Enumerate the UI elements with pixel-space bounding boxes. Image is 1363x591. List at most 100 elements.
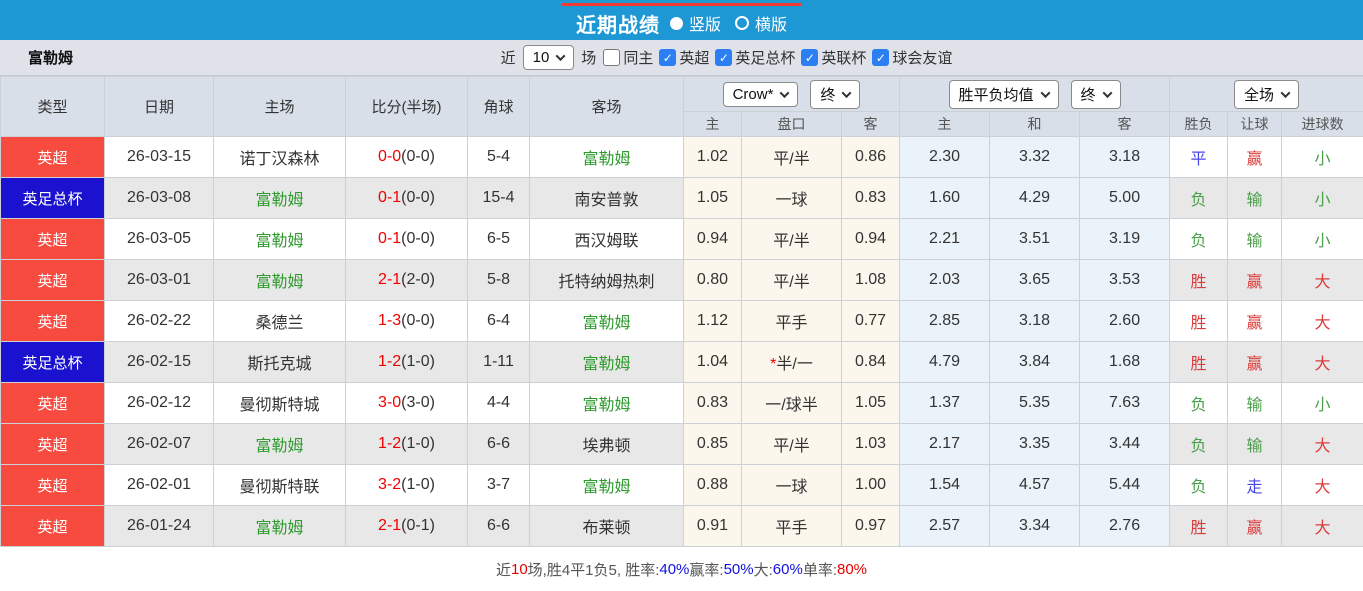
avg-away-cell: 2.60 bbox=[1079, 300, 1171, 342]
chevron-down-icon bbox=[1040, 87, 1050, 98]
filter-checkbox-item[interactable]: ✓ 英联杯 bbox=[801, 47, 866, 68]
filter-checkbox-item[interactable]: 同主 bbox=[603, 47, 653, 68]
away-team-cell: 南安普敦 bbox=[529, 177, 684, 219]
avg-metric-select[interactable]: 胜平负均值 bbox=[948, 79, 1059, 109]
results-body: 英超 26-03-15 诺丁汉森林 0-0(0-0) 5-4 富勒姆 1.02 … bbox=[0, 136, 1363, 547]
select-value: Crow* bbox=[732, 85, 774, 103]
date-cell: 26-02-01 bbox=[104, 464, 214, 506]
corners-cell: 6-5 bbox=[467, 218, 530, 260]
col-header-score: 比分(半场) bbox=[345, 76, 468, 137]
away-team-cell: 富勒姆 bbox=[529, 300, 684, 342]
score-cell: 1-2(1-0) bbox=[345, 341, 468, 383]
result-group-header: 全场 bbox=[1169, 76, 1363, 112]
halftime-score: (1-0) bbox=[401, 353, 435, 370]
corners-cell: 15-4 bbox=[467, 177, 530, 219]
away-team-cell: 布莱顿 bbox=[529, 505, 684, 547]
fulltime-score: 1-2 bbox=[378, 435, 402, 452]
halftime-score: (0-0) bbox=[401, 230, 435, 247]
odds-away-cell: 0.77 bbox=[840, 300, 901, 342]
away-team-cell: 富勒姆 bbox=[529, 382, 684, 424]
winlose-cell: 平 bbox=[1169, 136, 1229, 178]
radio-icon[interactable] bbox=[735, 16, 749, 30]
winlose-cell: 负 bbox=[1169, 177, 1229, 219]
results-table: 类型 日期 主场 比分(半场) 角球 客场 Crow* 终 bbox=[0, 76, 1363, 547]
radio-icon[interactable] bbox=[669, 16, 683, 30]
table-row: 英超 26-03-05 富勒姆 0-1(0-0) 6-5 西汉姆联 0.94 平… bbox=[0, 218, 1363, 260]
checkbox-icon[interactable]: ✓ bbox=[872, 49, 890, 66]
handicap-text: 平/半 bbox=[773, 438, 810, 455]
avg-home-cell: 1.37 bbox=[899, 382, 991, 424]
checkbox-icon[interactable]: ✓ bbox=[801, 49, 819, 66]
fulltime-score: 2-1 bbox=[378, 517, 402, 534]
date-cell: 26-02-07 bbox=[104, 423, 214, 465]
fulltime-score: 3-2 bbox=[378, 476, 402, 493]
handicap-cell: 一球 bbox=[741, 464, 842, 506]
odds-home-cell: 1.05 bbox=[683, 177, 742, 219]
filter-checkbox-item[interactable]: ✓ 球会友谊 bbox=[872, 47, 952, 68]
handicap-cell: 一球 bbox=[741, 177, 842, 219]
odds-company-select[interactable]: Crow* bbox=[722, 81, 799, 107]
odds-home-cell: 0.94 bbox=[683, 218, 742, 260]
halftime-score: (1-0) bbox=[401, 476, 435, 493]
layout-radio-option[interactable]: 横版 bbox=[735, 11, 787, 35]
avg-draw-cell: 4.29 bbox=[989, 177, 1081, 219]
filter-checkbox-item[interactable]: ✓ 英超 bbox=[659, 47, 709, 68]
odds-home-cell: 1.02 bbox=[683, 136, 742, 178]
corners-cell: 3-7 bbox=[467, 464, 530, 506]
radio-label: 横版 bbox=[755, 17, 788, 34]
avg-time-select[interactable]: 终 bbox=[1070, 79, 1121, 109]
handicap-result-cell: 走 bbox=[1227, 464, 1283, 506]
winlose-cell: 胜 bbox=[1169, 300, 1229, 342]
table-row: 英超 26-03-15 诺丁汉森林 0-0(0-0) 5-4 富勒姆 1.02 … bbox=[0, 136, 1363, 178]
avg-draw-cell: 4.57 bbox=[989, 464, 1081, 506]
subcol-handicap-res: 让球 bbox=[1227, 111, 1283, 137]
league-badge: 英足总杯 bbox=[0, 341, 105, 383]
avg-home-cell: 2.17 bbox=[899, 423, 991, 465]
date-cell: 26-03-08 bbox=[104, 177, 214, 219]
odds-home-cell: 0.88 bbox=[683, 464, 742, 506]
avg-draw-cell: 3.34 bbox=[989, 505, 1081, 547]
corners-cell: 4-4 bbox=[467, 382, 530, 424]
checkbox-icon[interactable]: ✓ bbox=[659, 49, 677, 66]
avg-home-cell: 1.54 bbox=[899, 464, 991, 506]
halftime-score: (0-0) bbox=[401, 189, 435, 206]
halftime-score: (1-0) bbox=[401, 435, 435, 452]
score-cell: 0-1(0-0) bbox=[345, 177, 468, 219]
odds-home-cell: 0.85 bbox=[683, 423, 742, 465]
date-cell: 26-02-12 bbox=[104, 382, 214, 424]
winlose-cell: 胜 bbox=[1169, 259, 1229, 301]
handicap-cell: 平/半 bbox=[741, 218, 842, 260]
odds-home-cell: 0.91 bbox=[683, 505, 742, 547]
date-cell: 26-03-01 bbox=[104, 259, 214, 301]
handicap-cell: 平手 bbox=[741, 505, 842, 547]
handicap-cell: 平手 bbox=[741, 300, 842, 342]
goals-result-cell: 大 bbox=[1281, 423, 1363, 465]
handicap-text: 平手 bbox=[775, 315, 808, 332]
summary-segment: 大: bbox=[753, 561, 773, 579]
halftime-score: (0-1) bbox=[401, 517, 435, 534]
avg-away-cell: 2.76 bbox=[1079, 505, 1171, 547]
avg-away-cell: 5.44 bbox=[1079, 464, 1171, 506]
match-count-select[interactable]: 10 bbox=[522, 45, 575, 70]
checkbox-icon[interactable] bbox=[603, 49, 621, 66]
corners-cell: 6-6 bbox=[467, 423, 530, 465]
away-team-cell: 富勒姆 bbox=[529, 341, 684, 383]
handicap-cell: 一/球半 bbox=[741, 382, 842, 424]
league-badge: 英超 bbox=[0, 218, 105, 260]
checkbox-label: 同主 bbox=[623, 50, 654, 67]
summary-segment: 10 bbox=[510, 560, 528, 578]
odds-away-cell: 1.00 bbox=[840, 464, 901, 506]
goals-result-cell: 大 bbox=[1281, 259, 1363, 301]
date-cell: 26-01-24 bbox=[104, 505, 214, 547]
col-header-type: 类型 bbox=[0, 76, 105, 137]
subcol-avg-away: 客 bbox=[1079, 111, 1171, 137]
layout-radio-option[interactable]: 竖版 bbox=[669, 11, 721, 35]
halftime-score: (3-0) bbox=[401, 394, 435, 411]
odds-time-select[interactable]: 终 bbox=[810, 79, 861, 109]
filter-checkbox-item[interactable]: ✓ 英足总杯 bbox=[715, 47, 795, 68]
checkbox-icon[interactable]: ✓ bbox=[715, 49, 733, 66]
scope-select[interactable]: 全场 bbox=[1234, 79, 1300, 109]
odds-home-cell: 0.83 bbox=[683, 382, 742, 424]
home-team-cell: 诺丁汉森林 bbox=[213, 136, 346, 178]
